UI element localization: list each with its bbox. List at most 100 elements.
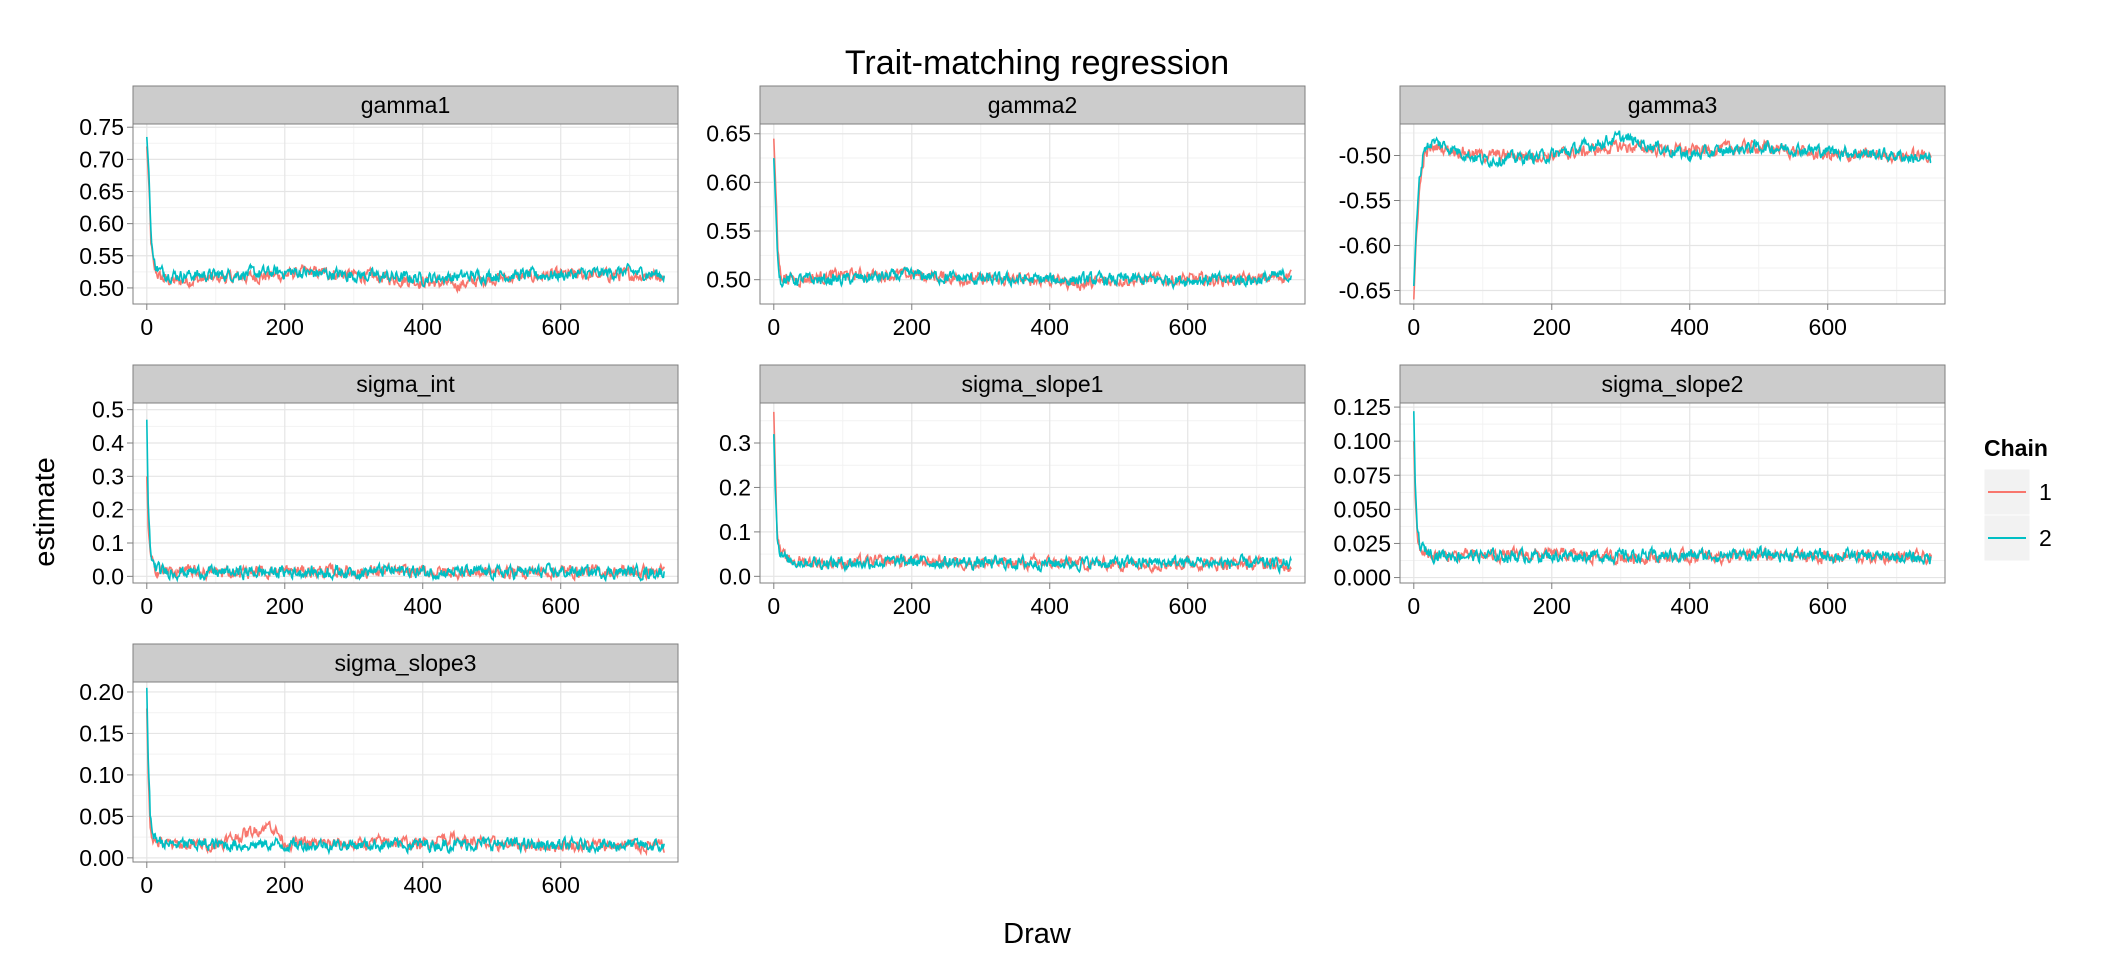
facet-strip-label: sigma_slope2 [1602,371,1744,397]
y-tick-label: 0.60 [706,169,751,195]
chart-title: Trait-matching regression [845,44,1229,82]
x-tick-label: 400 [1031,314,1069,340]
y-tick-label: 0.00 [79,845,124,871]
facet-panel-border [1399,123,1946,305]
x-tick-label: 600 [1169,314,1207,340]
facet-panel-border [132,681,679,863]
facet-plot-area [133,682,678,862]
x-tick-label: 200 [1533,314,1571,340]
facet-strip [1399,364,1946,404]
facet-strip [759,85,1306,125]
y-tick-label: 0.0 [92,563,124,589]
facet-strip-label: gamma1 [361,92,450,118]
y-tick-label: 0.55 [79,243,124,269]
y-tick-label: -0.55 [1339,188,1391,214]
trace-line-chain-2 [773,158,1292,291]
x-tick-label: 400 [1031,593,1069,619]
y-tick-label: 0.2 [92,497,124,523]
x-tick-label: 0 [767,593,780,619]
x-tick-label: 0 [1407,314,1420,340]
x-tick-label: 200 [893,593,931,619]
x-tick-label: 200 [266,872,304,898]
y-tick-label: 0.70 [79,146,124,172]
x-tick-label: 400 [404,593,442,619]
trace-line-chain-2 [1413,411,1932,567]
y-tick-label: 0.20 [79,679,124,705]
y-tick-label: 0.125 [1333,394,1391,420]
legend-title: Chain [1984,435,2048,461]
trace-line-chain-2 [146,136,665,288]
x-tick-label: 400 [1671,593,1709,619]
x-tick-label: 400 [1671,314,1709,340]
y-tick-label: 0.60 [79,211,124,237]
facet-strip-label: gamma3 [1628,92,1717,118]
trace-line-chain-2 [146,687,665,856]
x-tick-label: 0 [140,872,153,898]
facet-panel-border [1399,402,1946,584]
facet-strip [132,364,679,404]
legend-label-chain-2: 2 [2039,525,2052,551]
x-tick-label: 600 [1809,593,1847,619]
x-tick-label: 600 [542,593,580,619]
y-tick-label: 0.100 [1333,428,1391,454]
y-tick-label: 0.10 [79,762,124,788]
facet-gamma1: gamma1 0.50 0.55 0.60 0.65 0.70 0.75 0 200 400 600 [79,85,679,340]
x-tick-label: 600 [1169,593,1207,619]
facet-panel-border [132,402,679,584]
x-tick-label: 200 [266,593,304,619]
x-tick-label: 0 [1407,593,1420,619]
trace-line-chain-2 [773,434,1292,576]
facet-strip-label: gamma2 [988,92,1077,118]
facet-strip-label: sigma_slope1 [962,371,1104,397]
facet-strip-label: sigma_int [356,371,455,397]
facet-sigma_slope2: sigma_slope2 0.000 0.025 0.050 0.075 0.100 0.1… [1333,364,1946,619]
facet-strip-label: sigma_slope3 [335,650,477,676]
y-tick-label: 0.05 [79,803,124,829]
facet-strip [759,364,1306,404]
x-tick-label: 600 [542,872,580,898]
y-tick-label: -0.60 [1339,233,1391,259]
y-axis-label: estimate [29,457,61,567]
x-tick-label: 200 [1533,593,1571,619]
facet-panel-border [759,402,1306,584]
facet-sigma_slope3: sigma_slope3 0.00 0.05 0.10 0.15 0.20 0 200 400 6… [79,643,679,898]
y-tick-label: 0.50 [706,267,751,293]
x-tick-label: 0 [767,314,780,340]
x-tick-label: 600 [542,314,580,340]
y-tick-label: 0.025 [1333,530,1391,556]
x-tick-label: 200 [266,314,304,340]
x-tick-label: 0 [140,314,153,340]
trace-line-chain-2 [1413,130,1932,287]
y-tick-label: 0.5 [92,397,124,423]
y-tick-label: 0.075 [1333,462,1391,488]
x-tick-label: 400 [404,872,442,898]
y-tick-label: 0.1 [719,519,751,545]
x-tick-label: 200 [893,314,931,340]
facet-panel-border [132,123,679,305]
y-tick-label: 0.3 [92,463,124,489]
facet-gamma3: gamma3 -0.65 -0.60 -0.55 -0.50 0 200 400 600 [1339,85,1946,340]
y-tick-label: 0.65 [79,179,124,205]
y-tick-label: 0.0 [719,563,751,589]
x-tick-label: 400 [404,314,442,340]
y-tick-label: 0.3 [719,430,751,456]
trace-line-chain-1 [146,708,665,857]
x-tick-label: 600 [1809,314,1847,340]
y-tick-label: -0.65 [1339,278,1391,304]
y-tick-label: 0.000 [1333,565,1391,591]
x-axis-label: Draw [1003,918,1072,950]
trace-line-chain-2 [146,419,665,583]
y-tick-label: 0.15 [79,720,124,746]
y-tick-label: 0.50 [79,275,124,301]
facet-gamma2: gamma2 0.50 0.55 0.60 0.65 0 200 400 600 [706,85,1306,340]
facet-plot-area [760,124,1305,304]
facet-sigma_slope1: sigma_slope1 0.0 0.1 0.2 0.3 0 200 400 600 [719,364,1306,619]
y-tick-label: 0.55 [706,218,751,244]
facet-panel-border [759,123,1306,305]
legend-label-chain-1: 1 [2039,479,2052,505]
trace-line-chain-1 [773,411,1292,575]
y-tick-label: 0.4 [92,430,124,456]
y-tick-label: -0.50 [1339,143,1391,169]
